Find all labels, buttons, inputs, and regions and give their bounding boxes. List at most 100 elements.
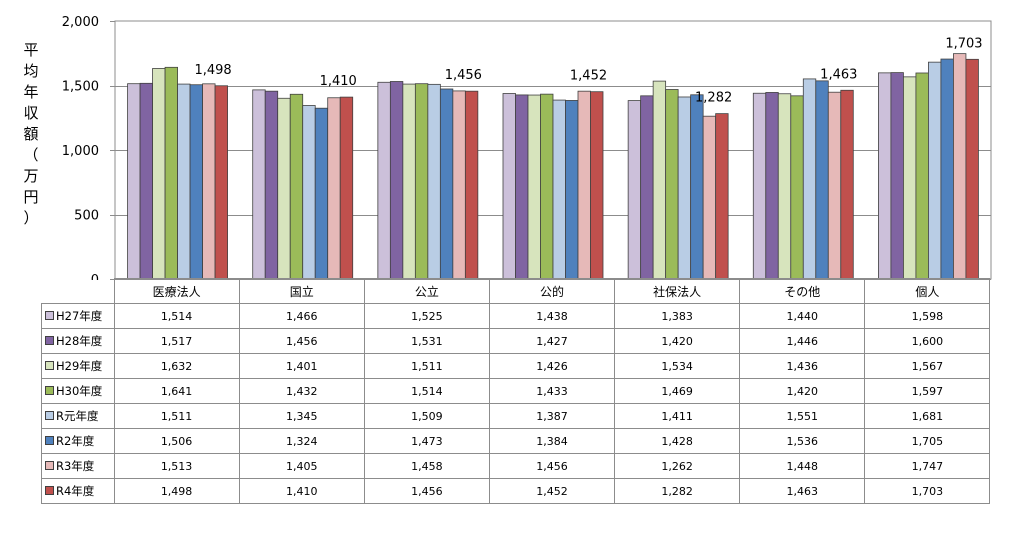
table-cell: 1,410 bbox=[238, 478, 365, 504]
legend-swatch bbox=[45, 311, 54, 320]
bar bbox=[515, 94, 529, 280]
data-label: 1,452 bbox=[570, 69, 607, 84]
bar bbox=[377, 81, 391, 280]
table-row: R2年度 1,506 1,324 1,473 1,384 1,428 1,536 1,705 bbox=[41, 428, 991, 454]
bar bbox=[652, 80, 667, 280]
table-row: H29年度 1,632 1,401 1,511 1,426 1,534 1,436 1,567 bbox=[41, 353, 991, 379]
legend-swatch bbox=[45, 411, 54, 420]
bar bbox=[940, 58, 954, 280]
bar bbox=[590, 91, 604, 280]
data-label: 1,456 bbox=[445, 68, 482, 83]
data-label: 1,410 bbox=[320, 74, 357, 89]
bar bbox=[164, 66, 178, 280]
table-cell: 1,598 bbox=[864, 303, 991, 329]
table-cell: 1,383 bbox=[614, 303, 741, 329]
table-cell: 1,426 bbox=[488, 353, 616, 379]
table-header-row: 医療法人 国立 公立 公的 社保法人 その他 個人 bbox=[41, 278, 991, 304]
bar bbox=[264, 90, 279, 280]
y-tick-label: 1,000 bbox=[62, 144, 99, 159]
table-cell: 1,282 bbox=[614, 478, 741, 504]
table-cell: 1,466 bbox=[238, 303, 365, 329]
table-cell: 1,641 bbox=[113, 378, 240, 404]
bar bbox=[439, 88, 454, 280]
bar bbox=[139, 82, 153, 280]
bar bbox=[552, 99, 566, 280]
bar bbox=[327, 97, 341, 280]
bar bbox=[965, 58, 979, 280]
bar bbox=[878, 72, 892, 280]
y-tick-label: 500 bbox=[74, 209, 99, 224]
bar bbox=[765, 92, 779, 280]
table-cell: 1,440 bbox=[739, 303, 866, 329]
bar bbox=[640, 95, 654, 280]
table-cell: 1,747 bbox=[864, 453, 991, 479]
table-cell: 1,262 bbox=[614, 453, 741, 479]
bar bbox=[627, 100, 642, 280]
bar bbox=[527, 94, 541, 280]
bar bbox=[915, 72, 929, 280]
table-cell: 1,384 bbox=[488, 428, 616, 454]
table-cell: 1,567 bbox=[864, 353, 991, 379]
series-name: R3年度 bbox=[56, 459, 95, 473]
series-legend-cell: H29年度 bbox=[41, 353, 115, 379]
table-cell: 1,498 bbox=[113, 478, 240, 504]
y-axis-label-char: 均 bbox=[23, 62, 39, 80]
bar bbox=[690, 94, 704, 280]
bar bbox=[427, 83, 441, 280]
table-cell: 1,517 bbox=[113, 328, 240, 354]
table-cell: 1,456 bbox=[363, 478, 490, 504]
y-axis-label-char: 平 bbox=[23, 41, 39, 59]
bar bbox=[890, 72, 904, 280]
table-cell: 1,438 bbox=[488, 303, 616, 329]
bar bbox=[827, 91, 842, 280]
y-axis-label-char: （ bbox=[23, 146, 39, 164]
data-label: 1,703 bbox=[945, 36, 982, 51]
table-cell: 1,448 bbox=[739, 453, 866, 479]
bar bbox=[389, 81, 404, 280]
table-cell: 1,463 bbox=[739, 478, 866, 504]
y-axis-label-char: 年 bbox=[23, 83, 39, 101]
bar bbox=[314, 107, 329, 280]
y-axis-label-char: ） bbox=[23, 209, 39, 227]
bar bbox=[252, 89, 266, 280]
table-cell: 1,600 bbox=[864, 328, 991, 354]
table-cell: 1,534 bbox=[614, 353, 741, 379]
table-cell: 1,632 bbox=[113, 353, 240, 379]
table-cell: 1,405 bbox=[238, 453, 365, 479]
series-legend-cell: R4年度 bbox=[41, 478, 115, 504]
legend-swatch bbox=[45, 486, 54, 495]
bar bbox=[777, 93, 792, 280]
table-cell: 1,345 bbox=[238, 403, 365, 429]
table-cell: 1,420 bbox=[614, 328, 741, 354]
table-cell: 1,456 bbox=[488, 453, 616, 479]
category-header: 国立 bbox=[238, 278, 365, 304]
table-cell: 1,705 bbox=[864, 428, 991, 454]
table-cell: 1,506 bbox=[113, 428, 240, 454]
bar-chart: 0 500 1,000 1,500 2,000 1,498 1,410 1,456 1,452 1… bbox=[62, 15, 992, 280]
bar bbox=[677, 96, 692, 280]
bar bbox=[214, 85, 228, 280]
table-row: H28年度 1,517 1,456 1,531 1,427 1,420 1,446 1,600 bbox=[41, 328, 991, 354]
data-label: 1,498 bbox=[194, 63, 231, 78]
table-row: R3年度 1,513 1,405 1,458 1,456 1,262 1,448 1,747 bbox=[41, 453, 991, 479]
table-cell: 1,681 bbox=[864, 403, 991, 429]
table-cell: 1,513 bbox=[113, 453, 240, 479]
table-cell: 1,531 bbox=[363, 328, 490, 354]
category-header: 公的 bbox=[488, 278, 616, 304]
table-cell: 1,432 bbox=[238, 378, 365, 404]
bar bbox=[840, 89, 854, 280]
legend-swatch bbox=[45, 436, 54, 445]
bar bbox=[565, 100, 579, 280]
table-cell: 1,456 bbox=[238, 328, 365, 354]
bar bbox=[189, 84, 203, 280]
category-header: 医療法人 bbox=[113, 278, 240, 304]
bar bbox=[502, 93, 516, 280]
table-cell: 1,428 bbox=[614, 428, 741, 454]
data-label: 1,463 bbox=[820, 67, 857, 82]
table-cell: 1,525 bbox=[363, 303, 490, 329]
data-table: 医療法人 国立 公立 公的 社保法人 その他 個人 H27年度 1,514 1,466 1,525… bbox=[41, 278, 991, 504]
series-name: R元年度 bbox=[56, 409, 99, 423]
y-tick-label: 1,500 bbox=[62, 80, 99, 95]
table-row: R元年度 1,511 1,345 1,509 1,387 1,411 1,551 1,681 bbox=[41, 403, 991, 429]
table-cell: 1,427 bbox=[488, 328, 616, 354]
